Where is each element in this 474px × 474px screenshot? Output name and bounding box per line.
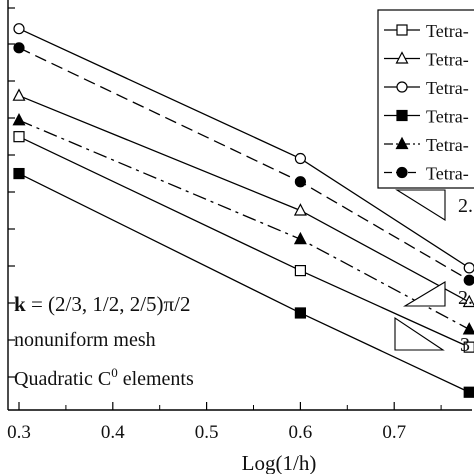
x-tick-label: 0.4	[101, 422, 125, 443]
x-tick-label: 0.5	[195, 422, 219, 443]
data-point-circle-filled	[294, 176, 306, 188]
slope-triangle-shape	[394, 316, 445, 351]
elements-text: Quadratic C	[14, 368, 111, 390]
legend-entry-2: Tetra-	[384, 50, 469, 70]
legend-entry-5: Tetra-	[384, 135, 469, 155]
elements-superscript: 0	[111, 365, 118, 380]
x-axis-ticks: 0.30.40.50.60.70.8	[7, 402, 442, 443]
slope-triangle-shape	[403, 281, 446, 307]
slope-triangle-3: 3	[394, 316, 470, 356]
mesh-annotation: nonuniform mesh	[14, 329, 156, 351]
series-5	[12, 112, 474, 335]
series-4	[13, 167, 474, 398]
x-tick-label: 0.3	[7, 422, 31, 443]
legend-entry-4: Tetra-	[384, 107, 469, 127]
legend: Tetra- Tetra- Tetra- Tetra- Tetra- Tetra-	[377, 9, 474, 189]
slope-triangle-2: 2.	[403, 281, 473, 309]
legend-label: Tetra-	[426, 78, 469, 98]
x-tick-label: 0.6	[289, 422, 313, 443]
data-point-triangle-open	[293, 203, 307, 216]
legend-label: Tetra-	[426, 164, 469, 184]
x-axis-label: Log(1/h)	[242, 451, 317, 474]
legend-box	[377, 9, 474, 189]
slope-label: 3	[460, 334, 470, 356]
data-point-circle-filled	[13, 42, 25, 54]
data-point-triangle-filled	[293, 231, 307, 245]
legend-label: Tetra-	[426, 107, 469, 127]
legend-marker	[396, 81, 408, 93]
data-point-triangle-filled	[12, 112, 26, 126]
wavevector-value: = (2/3, 1/2, 2/5)π/2	[26, 292, 191, 316]
legend-entry-3: Tetra-	[384, 78, 469, 98]
data-point-square-filled	[13, 167, 25, 180]
data-point-square-filled	[463, 386, 474, 398]
legend-marker	[396, 166, 408, 179]
legend-marker	[395, 51, 409, 64]
data-point-triangle-open	[462, 294, 474, 308]
slope-triangle-1: 2.	[395, 189, 473, 221]
data-point-triangle-filled	[462, 322, 474, 335]
slope-triangles: 2. 2. 3	[394, 189, 473, 356]
legend-marker	[395, 136, 409, 150]
series-layer	[12, 23, 474, 398]
data-point-square-filled	[294, 307, 306, 319]
wavevector-symbol: k	[14, 292, 26, 316]
legend-entry-1: Tetra-	[384, 21, 469, 41]
data-point-triangle-open	[12, 88, 26, 101]
series-3	[13, 23, 474, 274]
series-1	[13, 131, 474, 353]
series-line	[18, 172, 470, 393]
series-2	[12, 88, 474, 308]
data-point-circle-open	[463, 262, 474, 274]
annotations: k = (2/3, 1/2, 2/5)π/2 nonuniform mesh Q…	[14, 292, 194, 390]
slope-triangle-shape	[395, 189, 446, 221]
data-point-square-open	[13, 131, 25, 143]
elements-annotation: Quadratic C0 elements	[14, 365, 194, 390]
legend-label: Tetra-	[426, 135, 469, 155]
legend-label: Tetra-	[426, 50, 469, 70]
slope-label: 2.	[458, 287, 473, 309]
legend-marker	[396, 109, 408, 122]
elements-tail: elements	[118, 368, 194, 390]
legend-marker	[396, 24, 408, 36]
series-6	[13, 42, 474, 286]
x-tick-label: 0.7	[382, 422, 406, 443]
data-point-circle-open	[13, 23, 25, 35]
data-point-square-open	[463, 341, 474, 353]
wavevector-annotation: k = (2/3, 1/2, 2/5)π/2	[14, 292, 190, 316]
data-point-circle-filled	[463, 274, 474, 286]
data-point-square-open	[294, 265, 306, 277]
legend-entry-6: Tetra-	[384, 164, 469, 184]
slope-label: 2.	[458, 195, 473, 217]
legend-label: Tetra-	[426, 21, 469, 41]
data-point-circle-open	[294, 152, 306, 165]
